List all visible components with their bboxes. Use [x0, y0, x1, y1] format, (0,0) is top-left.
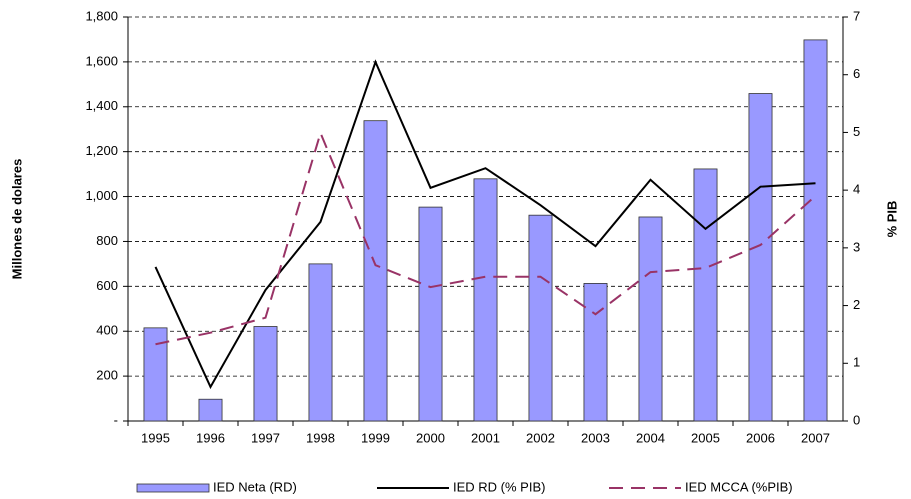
y-tick-label: 1,800	[85, 8, 118, 23]
x-tick-label: 2001	[471, 430, 500, 445]
bar	[473, 178, 498, 422]
x-tick-label: 2003	[581, 430, 610, 445]
bar	[143, 327, 168, 422]
x-tick-label: 1998	[306, 430, 335, 445]
legend-label: IED Neta (RD)	[213, 479, 297, 494]
bar	[253, 326, 278, 422]
bar	[748, 93, 773, 422]
x-tick-label: 2007	[801, 430, 830, 445]
y2-axis-label: % PIB	[884, 201, 899, 238]
y2-tick-label: 5	[853, 124, 860, 139]
y-tick-label: 800	[96, 233, 118, 248]
y2-tick-label: 1	[853, 355, 860, 370]
bar	[308, 263, 333, 422]
x-tick-label: 2005	[691, 430, 720, 445]
bar	[583, 283, 608, 422]
y-tick-label: -	[114, 412, 118, 427]
y2-tick-label: 6	[853, 66, 860, 81]
y-tick-label: 1,000	[85, 188, 118, 203]
x-tick-label: 2006	[746, 430, 775, 445]
y2-tick-label: 4	[853, 182, 860, 197]
line-series	[155, 130, 817, 346]
x-tick-label: 1997	[251, 430, 280, 445]
x-tick-label: 1996	[196, 430, 225, 445]
bar	[198, 398, 223, 422]
x-tick-label: 2000	[416, 430, 445, 445]
bar	[363, 120, 388, 422]
y2-tick-label: 2	[853, 297, 860, 312]
y-axis-label: Millones de dolares	[9, 159, 24, 280]
x-tick-label: 2004	[636, 430, 665, 445]
legend-swatch	[136, 483, 210, 493]
y2-tick-label: 3	[853, 239, 860, 254]
y-tick-label: 400	[96, 323, 118, 338]
bar	[638, 216, 663, 422]
x-tick-label: 2002	[526, 430, 555, 445]
y-tick-label: 600	[96, 278, 118, 293]
y-tick-label: 1,200	[85, 143, 118, 158]
y2-tick-label: 0	[853, 412, 860, 427]
bar	[803, 39, 828, 422]
y-tick-label: 1,400	[85, 98, 118, 113]
bar	[693, 168, 718, 422]
bar	[528, 214, 553, 422]
line-series	[154, 59, 816, 390]
legend-label: IED MCCA (%PIB)	[685, 479, 793, 494]
bar	[418, 206, 443, 422]
y-tick-label: 200	[96, 368, 118, 383]
legend-label: IED RD (% PIB)	[453, 479, 545, 494]
y-tick-label: 1,600	[85, 53, 118, 68]
x-tick-label: 1999	[361, 430, 390, 445]
x-tick-label: 1995	[141, 430, 170, 445]
y2-tick-label: 7	[853, 8, 860, 23]
